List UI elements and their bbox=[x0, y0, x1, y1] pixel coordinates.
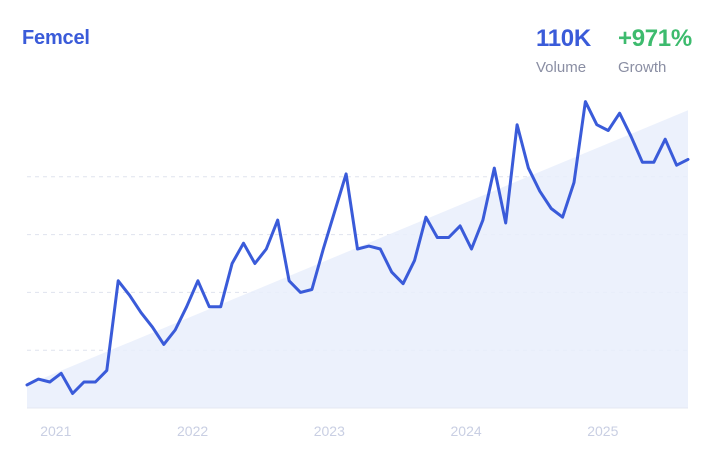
x-axis-ticks: 2021 2022 2023 2024 2025 bbox=[40, 423, 618, 439]
x-tick-label: 2021 bbox=[40, 423, 71, 439]
volume-metric: 110K Volume bbox=[536, 25, 591, 76]
x-tick-label: 2022 bbox=[177, 423, 208, 439]
topic-title: Femcel bbox=[22, 27, 90, 49]
volume-value: 110K bbox=[536, 25, 591, 52]
growth-label: Growth bbox=[618, 59, 667, 76]
x-tick-label: 2023 bbox=[314, 423, 345, 439]
trend-area bbox=[27, 110, 688, 409]
series-line bbox=[25, 100, 690, 395]
growth-value: +971% bbox=[618, 25, 692, 52]
x-tick-label: 2024 bbox=[451, 423, 482, 439]
volume-label: Volume bbox=[536, 59, 587, 76]
x-tick-label: 2025 bbox=[587, 423, 618, 439]
growth-metric: +971% Growth bbox=[618, 25, 692, 76]
